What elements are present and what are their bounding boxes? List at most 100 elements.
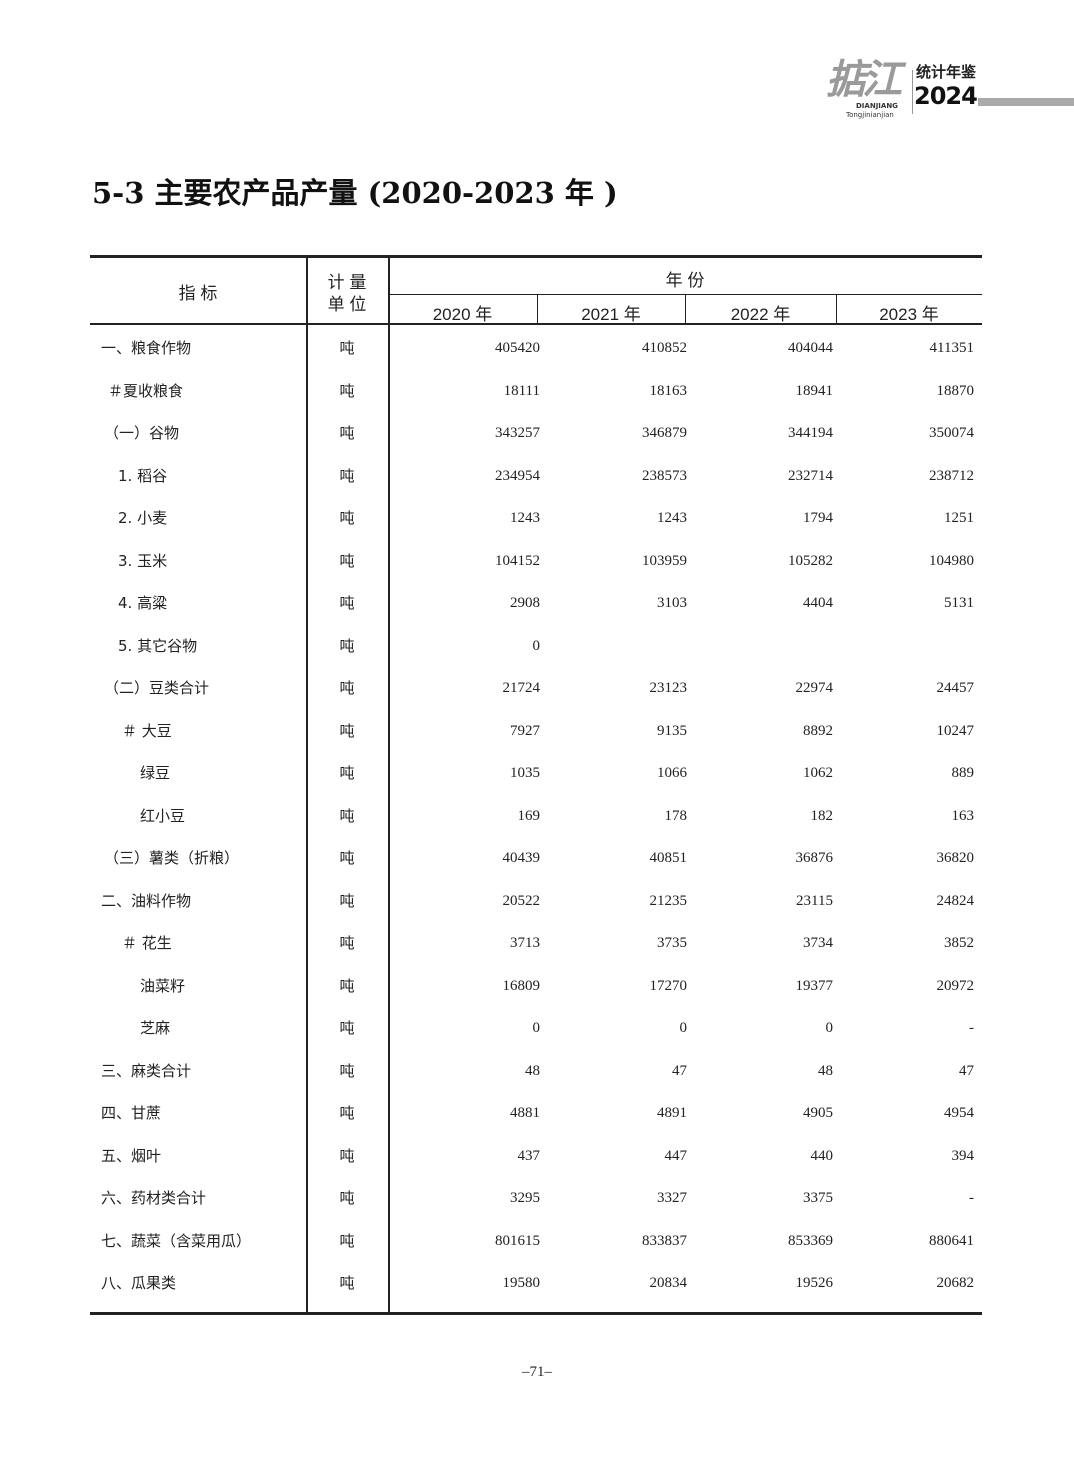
row-value-2023: 24824 (936, 892, 975, 909)
row-label: 1. 稻谷 (118, 466, 168, 485)
row-value-2020: 40439 (502, 850, 541, 866)
row-value-2022: 19526 (795, 1275, 834, 1291)
row-value-2022: 1794 (803, 510, 833, 526)
page-number: –71– (522, 1364, 552, 1380)
row-value-2022: 36876 (795, 850, 834, 866)
row-value-2020: 1035 (510, 765, 540, 781)
row-value-2023: 238712 (929, 467, 974, 484)
row-value-2023: 163 (951, 807, 975, 824)
row-value-2021: 833837 (642, 1232, 687, 1249)
row-value-2023: 889 (951, 765, 975, 781)
logo-divider (912, 70, 913, 114)
row-value-2021: 9135 (657, 722, 687, 739)
row-value-2021: 3103 (657, 595, 687, 611)
row-unit: 吨 (339, 1189, 355, 1207)
row-value-2022: 344194 (788, 425, 833, 441)
row-value-2023: - (969, 1190, 974, 1206)
row-value-2021: 21235 (649, 892, 688, 909)
row-label: ＃夏收粮食 (108, 381, 184, 400)
row-value-2020: 48 (525, 1062, 540, 1079)
row-label: 七、蔬菜（含菜用瓜） (101, 1231, 252, 1250)
row-value-2020: 20522 (502, 892, 541, 909)
row-value-2020: 19580 (502, 1275, 541, 1291)
row-value-2021: 3735 (657, 935, 687, 951)
row-value-2020: 437 (517, 1147, 541, 1164)
row-unit: 吨 (339, 1146, 355, 1165)
row-value-2022: 4905 (803, 1105, 833, 1121)
header-year-2023: 2023 年 (879, 305, 939, 324)
page-title: 5-3 主要农产品产量 (2020-2023 年 ) (92, 176, 618, 210)
row-value-2020: 0 (532, 637, 541, 654)
row-unit: 吨 (339, 466, 355, 485)
row-value-2023: 3852 (944, 935, 974, 951)
row-value-2022: 404044 (788, 340, 833, 356)
header-indicator: 指 标 (178, 284, 218, 303)
row-value-2021: 18163 (649, 382, 688, 399)
row-label: 3. 玉米 (118, 551, 168, 570)
row-label: 一、粮食作物 (101, 339, 192, 357)
row-value-2022: 23115 (796, 892, 833, 909)
row-value-2023: 18870 (936, 382, 975, 399)
logo-pinyin: DIANJIANG (856, 102, 898, 110)
row-unit: 吨 (339, 934, 355, 952)
row-label: 红小豆 (140, 806, 186, 825)
logo-title: 统计年鉴 (916, 63, 977, 81)
row-value-2021: 4891 (657, 1105, 687, 1121)
row-unit: 吨 (339, 636, 355, 655)
row-value-2021: 346879 (642, 425, 687, 441)
header-year-group: 年 份 (665, 271, 705, 290)
yearbook-logo: 掂江 DIANJIANG Tongjinianjian 统计年鉴 2024 (826, 60, 1074, 120)
row-value-2022: 232714 (788, 467, 833, 484)
header-unit-1: 计 量 (327, 273, 367, 292)
row-unit: 吨 (339, 509, 355, 527)
row-value-2021: 1066 (657, 765, 687, 781)
row-value-2020: 3713 (510, 935, 540, 951)
row-label: ＃ 花生 (122, 934, 172, 952)
logo-year: 2024 (914, 82, 978, 110)
row-value-2022: 8892 (803, 722, 833, 739)
row-unit: 吨 (339, 1019, 355, 1037)
column-divider (836, 294, 837, 324)
row-value-2021: 47 (672, 1062, 687, 1079)
row-value-2023: 10247 (936, 722, 975, 739)
row-unit: 吨 (339, 339, 355, 357)
row-label: 芝麻 (140, 1019, 171, 1037)
row-unit: 吨 (339, 764, 355, 782)
row-value-2022: 105282 (788, 552, 833, 569)
row-value-2022: 440 (810, 1147, 834, 1164)
row-value-2021: 17270 (649, 977, 688, 994)
row-unit: 吨 (339, 1231, 355, 1250)
row-value-2023: 394 (951, 1147, 975, 1164)
row-value-2022: 19377 (795, 977, 834, 994)
column-divider (685, 294, 686, 324)
row-unit: 吨 (339, 679, 355, 697)
row-unit: 吨 (339, 381, 355, 400)
row-value-2023: 24457 (936, 680, 975, 696)
row-value-2022: 3734 (803, 935, 833, 951)
row-unit: 吨 (339, 1274, 355, 1292)
row-value-2020: 405420 (495, 340, 540, 356)
row-label: 五、烟叶 (101, 1146, 162, 1165)
row-value-2020: 0 (532, 1020, 541, 1036)
table-top-rule (90, 255, 982, 258)
row-value-2022: 3375 (803, 1190, 833, 1206)
row-value-2021: 103959 (642, 552, 687, 569)
row-value-2023: 47 (959, 1062, 974, 1079)
row-label: （三）薯类（折粮） (104, 849, 240, 867)
row-value-2023: 20972 (936, 977, 975, 994)
row-value-2021: 40851 (649, 850, 688, 866)
row-value-2023: - (969, 1020, 974, 1036)
row-value-2021: 447 (664, 1147, 688, 1164)
row-value-2021: 1243 (657, 510, 687, 526)
header-unit-2: 单 位 (327, 295, 367, 314)
row-value-2023: 880641 (929, 1232, 974, 1249)
row-label: 八、瓜果类 (101, 1274, 177, 1292)
row-label: 油菜籽 (140, 976, 186, 995)
row-unit: 吨 (339, 551, 355, 570)
row-value-2022: 1062 (803, 765, 833, 781)
row-unit: 吨 (339, 849, 355, 867)
row-label: 绿豆 (140, 764, 171, 782)
row-value-2021: 3327 (657, 1190, 687, 1206)
column-divider (537, 294, 538, 324)
row-value-2023: 4954 (944, 1105, 974, 1121)
